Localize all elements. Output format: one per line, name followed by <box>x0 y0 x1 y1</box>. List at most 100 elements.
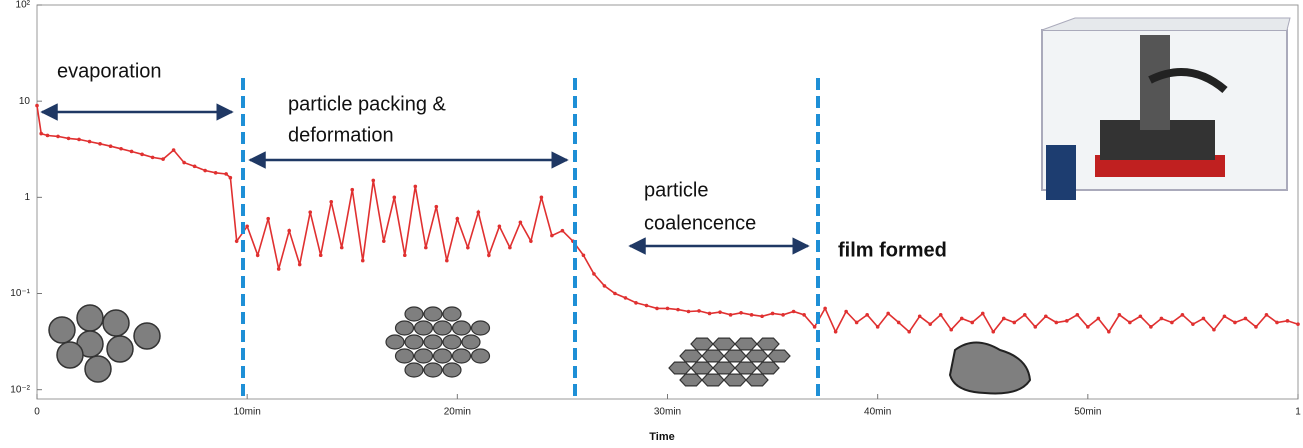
data-point <box>980 311 985 316</box>
data-point <box>686 309 691 314</box>
data-point <box>402 253 407 258</box>
data-point <box>329 199 334 204</box>
coalesced-icon <box>690 361 714 375</box>
data-point <box>602 284 607 288</box>
packed-icon <box>413 320 434 336</box>
data-point <box>392 195 397 200</box>
data-point <box>970 320 975 325</box>
data-point <box>66 136 71 141</box>
data-point <box>192 164 197 169</box>
film-icon <box>948 341 1032 395</box>
data-point <box>665 306 670 311</box>
annotation: evaporation <box>57 60 162 82</box>
icons <box>48 304 1032 395</box>
coalesced-icon <box>745 349 769 363</box>
y-tick-label: 10⁻¹ <box>10 288 30 299</box>
packed-icon <box>432 348 453 364</box>
data-point <box>35 103 39 108</box>
coalesced-icon <box>734 361 758 375</box>
data-point <box>1264 313 1269 317</box>
packed-icon <box>442 362 462 378</box>
packed-icon <box>451 320 472 336</box>
data-point <box>991 329 996 334</box>
coalesced-icon <box>756 361 780 375</box>
data-point <box>245 224 249 229</box>
data-point <box>644 303 649 308</box>
particle-icon <box>133 322 161 350</box>
data-point <box>1285 319 1290 323</box>
data-point <box>171 148 176 152</box>
data-point <box>1012 320 1017 325</box>
packed-icon <box>461 334 481 350</box>
packed-icon <box>404 362 424 378</box>
y-tick-label: 10⁻² <box>10 384 30 395</box>
data-point <box>896 320 901 325</box>
annotation: film formed <box>838 239 947 261</box>
data-point <box>697 309 701 313</box>
data-point <box>339 245 344 250</box>
data-point <box>129 149 134 154</box>
packed-icon <box>470 320 491 336</box>
packed-icon <box>413 348 434 364</box>
data-point <box>161 157 165 161</box>
data-point <box>938 313 943 317</box>
coalesced-icon <box>668 361 692 375</box>
data-point <box>760 314 764 319</box>
data-point <box>959 316 964 321</box>
data-point <box>1001 316 1006 321</box>
data-point <box>560 228 565 233</box>
data-point <box>1033 325 1038 329</box>
data-point <box>266 216 270 221</box>
packed-icon <box>423 306 443 322</box>
data-point <box>1222 314 1227 319</box>
data-point <box>802 313 806 317</box>
packed-icon <box>442 306 462 322</box>
data-point <box>1149 325 1153 329</box>
data-point <box>833 329 838 334</box>
data-point <box>297 262 302 267</box>
data-point <box>812 325 817 329</box>
data-point <box>371 178 376 183</box>
annotation: particle <box>644 179 708 201</box>
data-point <box>655 306 659 311</box>
coalesced-icon <box>734 337 758 351</box>
coalesced-icon <box>767 349 791 363</box>
coalesced-icon <box>679 349 703 363</box>
data-point <box>466 245 470 250</box>
particle-icon <box>84 355 112 383</box>
data-point <box>634 301 638 305</box>
y-tick-label: 10² <box>16 0 31 11</box>
data-point <box>424 245 428 250</box>
data-point <box>718 310 722 314</box>
particle-icon <box>48 316 76 344</box>
coalesced-icon <box>679 373 703 387</box>
data-point <box>487 253 491 258</box>
marks <box>35 103 1300 334</box>
data-point <box>1170 320 1174 325</box>
data-point <box>1201 316 1206 321</box>
x-tick-label: 0 <box>34 407 40 418</box>
data-point <box>1065 319 1069 323</box>
data-point <box>213 170 218 175</box>
data-point <box>1044 314 1048 319</box>
coalesced-icon <box>701 349 725 363</box>
data-point <box>1212 327 1216 332</box>
data-point <box>445 258 449 263</box>
packed-icon <box>423 334 443 350</box>
particle-icon <box>102 309 130 337</box>
data-point <box>39 131 44 136</box>
data-point <box>1022 313 1027 317</box>
data-point <box>476 210 481 215</box>
data-point <box>87 139 92 144</box>
data-point <box>150 155 155 160</box>
packed-icon <box>442 334 462 350</box>
data-point <box>1296 322 1300 326</box>
data-point <box>224 172 228 176</box>
packed-icon <box>404 306 424 322</box>
coalesced-icon <box>712 337 736 351</box>
data-point <box>508 245 512 250</box>
data-point <box>1180 313 1185 317</box>
data-point <box>749 313 754 317</box>
data-point <box>823 306 827 311</box>
data-point <box>623 296 628 300</box>
